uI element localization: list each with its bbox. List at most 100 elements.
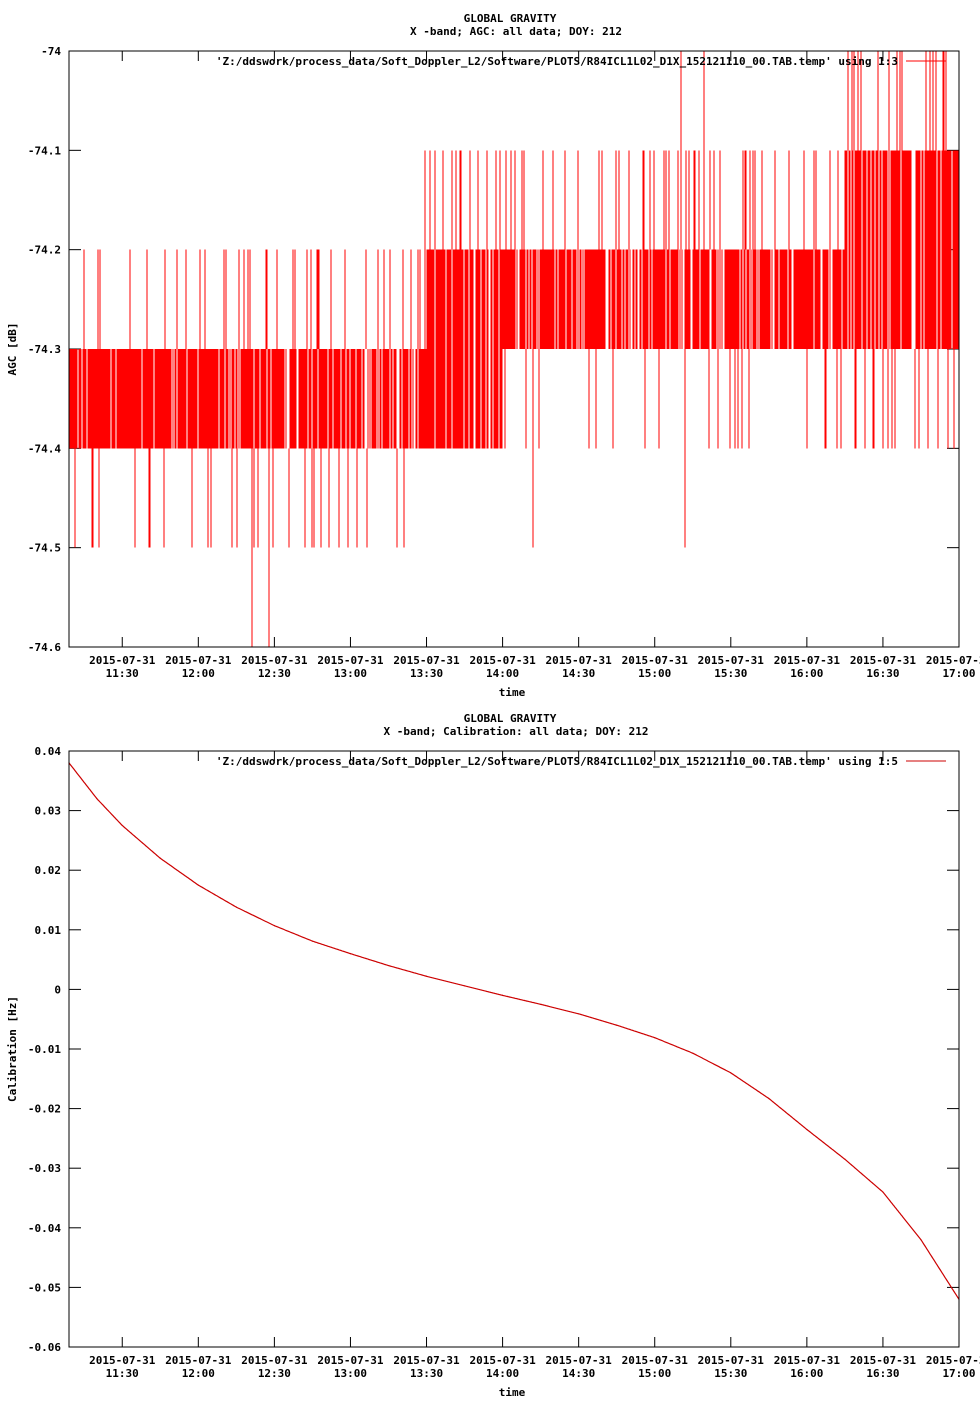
data-point xyxy=(768,1097,770,1100)
y-tick-label: 0.01 xyxy=(35,924,62,937)
x-tick-label-date: 2015-07-31 xyxy=(926,654,980,667)
x-tick-label-time: 14:30 xyxy=(562,1367,595,1380)
x-tick-label-time: 14:00 xyxy=(486,667,519,680)
x-tick-label-date: 2015-07-31 xyxy=(317,654,384,667)
x-tick-label-time: 15:30 xyxy=(714,667,747,680)
x-tick-label-date: 2015-07-31 xyxy=(850,654,917,667)
y-tick-label: -74.4 xyxy=(28,442,61,455)
data-point xyxy=(654,1037,656,1039)
x-tick-label-time: 16:00 xyxy=(790,667,823,680)
y-tick-label: 0.04 xyxy=(35,745,62,758)
x-tick-label-time: 13:00 xyxy=(334,1367,367,1380)
data-point xyxy=(197,884,199,886)
x-tick-label-time: 12:30 xyxy=(258,1367,291,1380)
y-axis-label: AGC [dB] xyxy=(6,323,19,376)
x-tick-label-time: 16:30 xyxy=(866,1367,899,1380)
data-point xyxy=(311,940,314,942)
data-point xyxy=(540,1003,542,1005)
x-tick-label-time: 15:00 xyxy=(638,667,671,680)
legend-label: 'Z:/ddswork/process_data/Soft_Doppler_L2… xyxy=(216,755,898,768)
data-point xyxy=(96,798,98,800)
data-point xyxy=(806,1128,808,1131)
data-point xyxy=(501,994,504,996)
x-tick-label-date: 2015-07-31 xyxy=(622,1354,689,1367)
y-axis-label: Calibration [Hz] xyxy=(6,996,19,1102)
x-tick-label-date: 2015-07-31 xyxy=(89,1354,156,1367)
x-tick-label-time: 12:00 xyxy=(182,1367,215,1380)
x-tick-label-time: 17:00 xyxy=(942,1367,975,1380)
data-point xyxy=(920,1239,922,1241)
x-tick-label-time: 12:30 xyxy=(258,667,291,680)
x-tick-label-time: 11:30 xyxy=(106,1367,139,1380)
y-tick-label: -74.6 xyxy=(28,641,61,654)
y-tick-label: -0.06 xyxy=(28,1341,61,1354)
data-point xyxy=(235,906,237,908)
x-tick-label-time: 16:00 xyxy=(790,1367,823,1380)
x-axis-label: time xyxy=(499,686,526,699)
y-tick-label: 0.02 xyxy=(35,864,62,877)
x-tick-label-date: 2015-07-31 xyxy=(546,1354,613,1367)
chart-title: GLOBAL GRAVITY xyxy=(464,712,557,725)
x-tick-label-date: 2015-07-31 xyxy=(698,1354,765,1367)
x-tick-label-time: 15:30 xyxy=(714,1367,747,1380)
x-tick-label-time: 15:00 xyxy=(638,1367,671,1380)
x-tick-label-time: 13:30 xyxy=(410,1367,443,1380)
x-tick-label-time: 14:30 xyxy=(562,667,595,680)
data-point xyxy=(844,1158,846,1160)
data-point xyxy=(616,1024,618,1026)
y-tick-label: -0.03 xyxy=(28,1162,61,1175)
y-tick-label: -74.1 xyxy=(28,144,61,157)
x-axis-label: time xyxy=(499,1386,526,1399)
chart-subtitle: X -band; AGC: all data; DOY: 212 xyxy=(410,25,622,38)
x-tick-label-date: 2015-07-31 xyxy=(469,654,536,667)
x-tick-label-time: 13:00 xyxy=(334,667,367,680)
data-point xyxy=(121,824,123,827)
y-tick-label: -74.2 xyxy=(28,244,61,257)
x-tick-label-time: 17:00 xyxy=(942,667,975,680)
y-tick-label: -0.01 xyxy=(28,1043,61,1056)
y-tick-label: 0 xyxy=(54,983,61,996)
plot-frame xyxy=(68,750,960,1348)
x-tick-label-time: 12:00 xyxy=(182,667,215,680)
data-point xyxy=(273,925,275,927)
data-point xyxy=(425,975,428,977)
x-tick-label-date: 2015-07-31 xyxy=(546,654,613,667)
data-point xyxy=(159,857,161,859)
x-tick-label-date: 2015-07-31 xyxy=(774,654,841,667)
data-point xyxy=(730,1072,732,1074)
y-tick-label: 0.03 xyxy=(35,805,62,818)
y-tick-label: -74.5 xyxy=(28,542,61,555)
y-tick-label: -0.04 xyxy=(28,1222,61,1235)
x-tick-label-date: 2015-07-31 xyxy=(926,1354,980,1367)
x-tick-label-date: 2015-07-31 xyxy=(622,654,689,667)
data-point xyxy=(692,1052,694,1054)
x-tick-label-time: 11:30 xyxy=(106,667,139,680)
x-tick-label-date: 2015-07-31 xyxy=(317,1354,384,1367)
x-tick-label-date: 2015-07-31 xyxy=(850,1354,917,1367)
x-tick-label-date: 2015-07-31 xyxy=(241,1354,308,1367)
x-tick-label-date: 2015-07-31 xyxy=(165,654,232,667)
plot-frame xyxy=(68,50,960,648)
y-tick-label: -74.3 xyxy=(28,343,61,356)
chart-subtitle: X -band; Calibration: all data; DOY: 212 xyxy=(384,725,649,738)
x-tick-label-date: 2015-07-31 xyxy=(393,654,460,667)
y-tick-label: -74 xyxy=(41,45,61,58)
x-tick-label-time: 13:30 xyxy=(410,667,443,680)
x-tick-label-date: 2015-07-31 xyxy=(469,1354,536,1367)
x-tick-label-time: 14:00 xyxy=(486,1367,519,1380)
x-tick-label-date: 2015-07-31 xyxy=(165,1354,232,1367)
legend-label: 'Z:/ddswork/process_data/Soft_Doppler_L2… xyxy=(216,55,898,68)
x-tick-label-date: 2015-07-31 xyxy=(774,1354,841,1367)
chart-title: GLOBAL GRAVITY xyxy=(464,12,557,25)
x-tick-label-date: 2015-07-31 xyxy=(393,1354,460,1367)
x-tick-label-time: 16:30 xyxy=(866,667,899,680)
series-line xyxy=(68,762,960,1300)
data-point xyxy=(349,953,352,955)
x-tick-label-date: 2015-07-31 xyxy=(241,654,308,667)
y-tick-label: -0.05 xyxy=(28,1281,61,1294)
data-point xyxy=(463,985,466,987)
x-tick-label-date: 2015-07-31 xyxy=(89,654,156,667)
